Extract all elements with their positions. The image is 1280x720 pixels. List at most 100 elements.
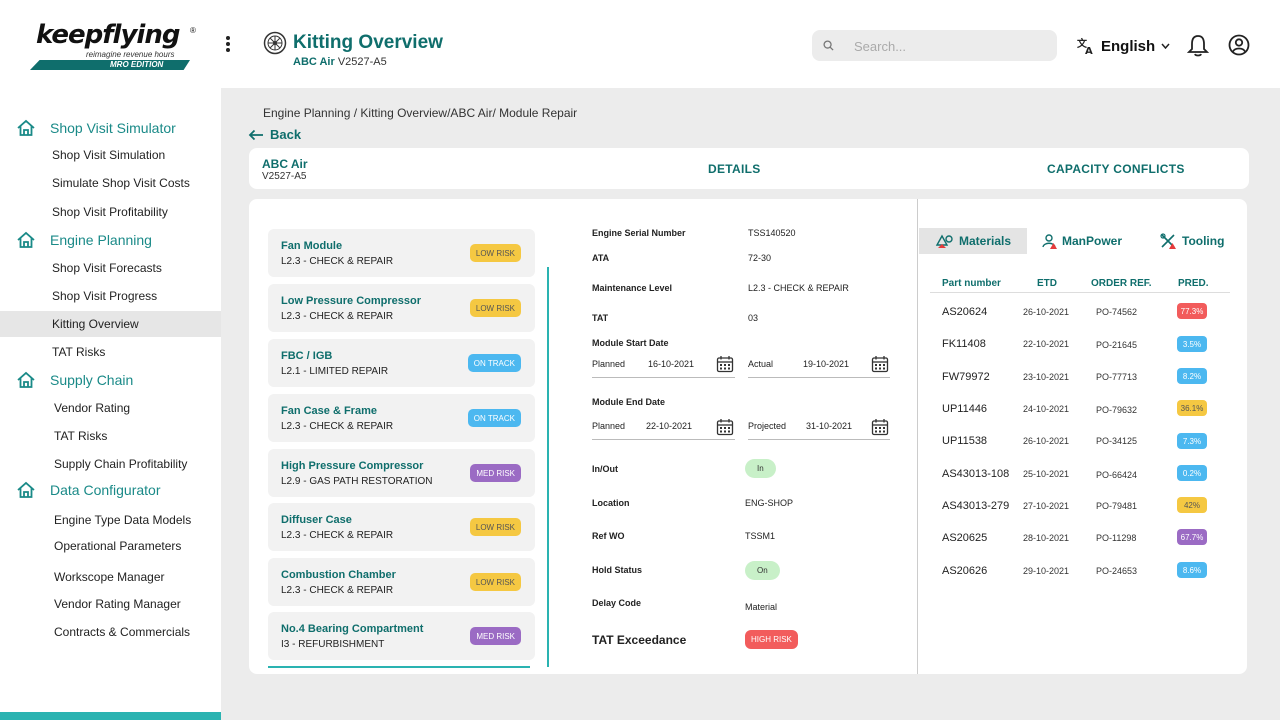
calendar-icon[interactable] xyxy=(871,418,889,436)
module-name: Fan Module xyxy=(281,240,343,252)
keepflying-logo[interactable]: keepflying ® reimagine revenue hours MRO… xyxy=(30,20,200,72)
module-card-diffuser-case[interactable]: Diffuser Case L2.3 - CHECK & REPAIR LOW … xyxy=(268,503,535,551)
part-number: AS20624 xyxy=(942,306,988,318)
module-card-low-pressure-compressor[interactable]: Low Pressure Compressor L2.3 - CHECK & R… xyxy=(268,284,535,332)
etd: 26-10-2021 xyxy=(1023,307,1070,317)
hold-status-pill: On xyxy=(745,561,780,580)
tab-capacity-conflicts[interactable]: CAPACITY CONFLICTS xyxy=(1047,162,1185,176)
page-title: Kitting Overview xyxy=(293,32,443,53)
calendar-icon[interactable] xyxy=(871,355,889,373)
end-planned-underline xyxy=(592,439,735,440)
ata-value: 72-30 xyxy=(748,253,772,263)
language-selector[interactable]: 文 A English xyxy=(1077,35,1170,57)
search-box[interactable] xyxy=(812,30,1057,61)
calendar-icon[interactable] xyxy=(716,355,734,373)
user-icon[interactable] xyxy=(1228,34,1250,56)
module-card-fan-case-frame[interactable]: Fan Case & Frame L2.3 - CHECK & REPAIR O… xyxy=(268,394,535,442)
tab-details[interactable]: DETAILS xyxy=(708,162,761,176)
start-actual-value[interactable]: 19-10-2021 xyxy=(803,359,850,369)
status-badge: ON TRACK xyxy=(467,354,521,372)
start-actual-label: Actual xyxy=(748,359,774,369)
module-card-no4-bearing-compartment[interactable]: No.4 Bearing Compartment I3 - REFURBISHM… xyxy=(268,612,535,660)
search-input[interactable] xyxy=(854,36,1044,56)
panel-divider xyxy=(917,199,918,674)
module-card-combustion-chamber[interactable]: Combustion Chamber L2.3 - CHECK & REPAIR… xyxy=(268,558,535,606)
sidebar-item-supply-tat-risks[interactable]: TAT Risks xyxy=(54,429,108,443)
module-scroll-indicator[interactable] xyxy=(547,267,549,667)
module-card-high-pressure-compressor[interactable]: High Pressure Compressor L2.9 - GAS PATH… xyxy=(268,449,535,497)
sidebar-item-shop-visit-forecasts[interactable]: Shop Visit Forecasts xyxy=(52,261,162,275)
module-name: Combustion Chamber xyxy=(281,569,396,581)
module-card-fan-module[interactable]: Fan Module L2.3 - CHECK & REPAIR LOW RIS… xyxy=(268,229,535,277)
sidebar-item-shop-visit-progress[interactable]: Shop Visit Progress xyxy=(52,289,158,303)
order-ref: PO-77713 xyxy=(1096,372,1138,382)
order-ref: PO-79632 xyxy=(1096,405,1138,415)
tab-manpower[interactable]: ManPower xyxy=(1042,228,1122,254)
module-level: L2.9 - GAS PATH RESTORATION xyxy=(281,476,433,487)
ref-wo-value: TSSM1 xyxy=(745,531,776,541)
sidebar-section-label: Engine Planning xyxy=(50,232,152,248)
end-planned-value[interactable]: 22-10-2021 xyxy=(646,421,693,431)
home-icon xyxy=(17,371,35,388)
module-start-date-label: Module Start Date xyxy=(592,338,669,348)
ata-label: ATA xyxy=(592,253,610,263)
start-planned-value[interactable]: 16-10-2021 xyxy=(648,359,695,369)
module-level: L2.3 - CHECK & REPAIR xyxy=(281,256,394,267)
tab-tooling[interactable]: Tooling xyxy=(1160,228,1224,254)
pred-badge: 8.6% xyxy=(1177,562,1207,578)
sidebar-item-shop-visit-simulation[interactable]: Shop Visit Simulation xyxy=(52,148,166,162)
order-ref: PO-79481 xyxy=(1096,501,1138,511)
bell-icon[interactable] xyxy=(1187,34,1209,58)
tooling-warning-icon xyxy=(1160,233,1176,249)
status-badge: ON TRACK xyxy=(467,409,521,427)
sidebar-item-contracts-commercials[interactable]: Contracts & Commercials xyxy=(54,625,191,639)
sidebar xyxy=(0,88,221,720)
sidebar-section-data-configurator[interactable]: Data Configurator xyxy=(16,479,161,501)
col-header-etd: ETD xyxy=(1037,278,1057,289)
sidebar-section-shop-visit-simulator[interactable]: Shop Visit Simulator xyxy=(16,117,176,139)
tab-materials[interactable]: Materials xyxy=(919,228,1027,254)
status-badge: LOW RISK xyxy=(469,299,521,317)
etd: 29-10-2021 xyxy=(1023,566,1070,576)
sidebar-item-vendor-rating-manager[interactable]: Vendor Rating Manager xyxy=(54,597,181,611)
logo-edition-bar xyxy=(30,60,190,70)
module-name: Diffuser Case xyxy=(281,514,352,526)
tab-bar: ABC Air V2527-A5 DETAILS CAPACITY CONFLI… xyxy=(249,148,1249,189)
customer-name: ABC Air xyxy=(293,56,335,68)
module-end-date-label: Module End Date xyxy=(592,397,666,407)
pred-badge: 8.2% xyxy=(1177,368,1207,384)
tab-manpower-label: ManPower xyxy=(1062,234,1123,248)
calendar-icon[interactable] xyxy=(716,418,734,436)
sidebar-item-workscope-manager[interactable]: Workscope Manager xyxy=(54,570,165,584)
module-name: High Pressure Compressor xyxy=(281,460,424,472)
kebab-menu-icon[interactable] xyxy=(220,34,236,54)
part-number: AS20626 xyxy=(942,565,988,577)
order-ref: PO-24653 xyxy=(1096,566,1138,576)
sidebar-item-engine-type-data-models[interactable]: Engine Type Data Models xyxy=(54,513,192,527)
sidebar-item-supply-chain-profitability[interactable]: Supply Chain Profitability xyxy=(54,457,188,471)
module-card-fbc-igb[interactable]: FBC / IGB L2.1 - LIMITED REPAIR ON TRACK xyxy=(268,339,535,387)
module-level: L2.3 - CHECK & REPAIR xyxy=(281,585,394,596)
col-header-pred: PRED. xyxy=(1178,278,1209,289)
location-label: Location xyxy=(592,498,630,508)
end-projected-value[interactable]: 31-10-2021 xyxy=(806,421,853,431)
etd: 25-10-2021 xyxy=(1023,469,1070,479)
svg-text:A: A xyxy=(1085,46,1093,55)
sidebar-item-simulate-shop-visit-costs[interactable]: Simulate Shop Visit Costs xyxy=(52,176,190,190)
back-label: Back xyxy=(270,127,302,142)
page-subtitle: ABC Air V2527-A5 xyxy=(293,56,387,68)
home-icon xyxy=(17,231,35,248)
order-ref: PO-34125 xyxy=(1096,436,1138,446)
sidebar-item-shop-visit-profitability[interactable]: Shop Visit Profitability xyxy=(52,205,168,219)
start-planned-underline xyxy=(592,377,735,378)
back-button[interactable]: Back xyxy=(248,127,301,142)
sidebar-item-vendor-rating[interactable]: Vendor Rating xyxy=(54,401,131,415)
sidebar-item-operational-parameters[interactable]: Operational Parameters xyxy=(54,539,182,553)
maintenance-level-value: L2.3 - CHECK & REPAIR xyxy=(748,283,849,293)
sidebar-item-kitting-overview[interactable]: Kitting Overview xyxy=(52,317,139,331)
sidebar-section-supply-chain[interactable]: Supply Chain xyxy=(16,369,133,391)
sidebar-item-tat-risks[interactable]: TAT Risks xyxy=(52,345,106,359)
sidebar-section-engine-planning[interactable]: Engine Planning xyxy=(16,229,152,251)
tab-tooling-label: Tooling xyxy=(1182,234,1225,248)
part-number: FK11408 xyxy=(942,338,986,350)
